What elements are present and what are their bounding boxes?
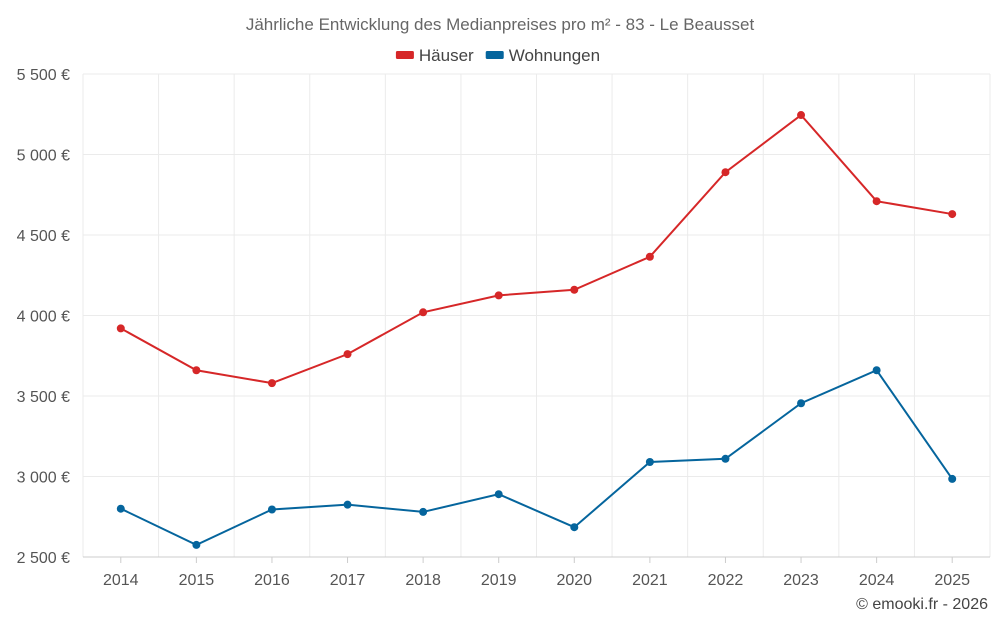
x-tick-label: 2016: [254, 572, 290, 589]
x-tick-label: 2025: [934, 572, 970, 589]
y-tick-label: 4 000 €: [17, 309, 70, 326]
x-tick-label: 2021: [632, 572, 668, 589]
y-tick-label: 4 500 €: [17, 228, 70, 245]
data-point: [494, 291, 503, 300]
x-axis: 2014 2015 2016 2017 2018 2019 2020 2021 2022 2023…: [83, 556, 990, 589]
x-tick-label: 2024: [859, 572, 895, 589]
legend-swatch-apartments: [485, 51, 504, 59]
grid: [82, 73, 991, 558]
y-tick-label: 3 000 €: [17, 470, 70, 487]
data-point: [872, 366, 881, 375]
y-axis: 2 500 € 3 000 € 3 500 € 4 000 € 4 500 € 5 000…: [17, 67, 70, 567]
data-point: [645, 458, 654, 467]
y-tick-label: 5 500 €: [17, 67, 70, 84]
x-tick-label: 2014: [103, 572, 139, 589]
legend-label: Häuser: [419, 46, 474, 65]
data-point: [721, 168, 730, 177]
x-tick-label: 2015: [179, 572, 215, 589]
data-point: [267, 505, 276, 514]
legend-swatch-houses: [395, 51, 414, 59]
data-point: [797, 111, 806, 120]
data-point: [570, 285, 579, 294]
x-tick-label: 2023: [783, 572, 819, 589]
y-tick-label: 3 500 €: [17, 389, 70, 406]
legend: Häuser Wohnungen: [395, 46, 600, 65]
legend-label: Wohnungen: [509, 46, 600, 65]
data-point: [948, 210, 957, 219]
x-tick-label: 2022: [708, 572, 744, 589]
data-point: [948, 474, 957, 483]
data-point: [116, 504, 125, 513]
data-point: [343, 500, 352, 509]
data-point: [494, 490, 503, 499]
data-point: [267, 379, 276, 388]
x-tick-label: 2017: [330, 572, 366, 589]
series-line-houses: [120, 113, 953, 385]
data-point: [343, 350, 352, 359]
data-point: [721, 454, 730, 463]
series-group: [116, 111, 957, 549]
chart-title: Jährliche Entwicklung des Medianpreises …: [246, 15, 755, 34]
data-point: [419, 308, 428, 317]
copyright-text: © emooki.fr - 2026: [856, 596, 988, 613]
data-point: [645, 252, 654, 261]
data-point: [192, 366, 201, 375]
data-point: [116, 324, 125, 333]
data-point: [419, 507, 428, 516]
series-line-apartments: [120, 368, 954, 547]
x-tick-label: 2020: [556, 572, 592, 589]
y-tick-label: 2 500 €: [17, 550, 70, 567]
data-point: [797, 399, 806, 408]
x-tick-label: 2018: [405, 572, 441, 589]
data-point: [192, 540, 201, 549]
x-tick-label: 2019: [481, 572, 517, 589]
y-tick-label: 5 000 €: [17, 148, 70, 165]
data-point: [872, 197, 881, 206]
data-point: [570, 523, 579, 532]
